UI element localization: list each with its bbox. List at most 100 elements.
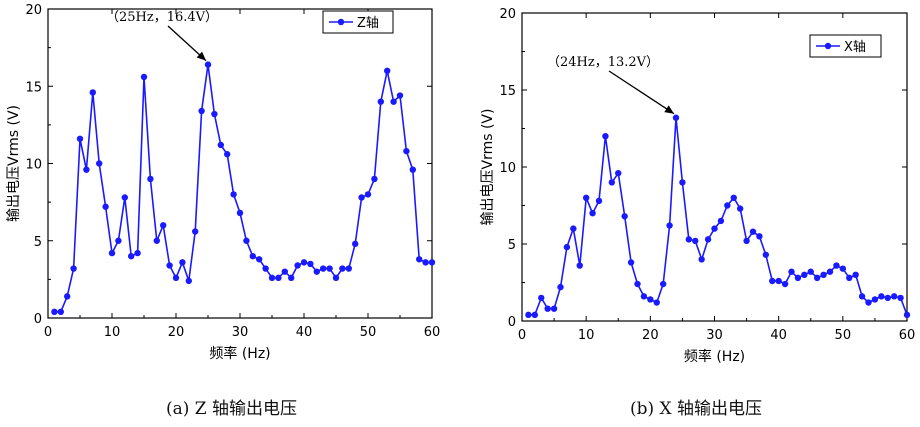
data-point — [256, 256, 263, 263]
annotation-text: （24Hz，13.2V） — [547, 55, 659, 70]
annotation-text: （25Hz，16.4V） — [106, 10, 218, 25]
data-point — [102, 203, 109, 210]
data-point — [51, 308, 58, 316]
data-point — [236, 209, 244, 217]
data-point — [839, 265, 847, 272]
data-point — [884, 294, 891, 302]
data-point — [121, 194, 128, 201]
data-point — [403, 147, 410, 155]
y-tick-label: 0 — [34, 312, 42, 327]
y-axis-label: 输出电压Vrms (V) — [6, 105, 22, 222]
data-point — [634, 280, 641, 288]
chart-x: 0 10 20 30 40 50 60 0 5 10 15 20 频率 (Hz) 输出电压Vrms (V)… — [480, 7, 915, 365]
data-point — [666, 222, 673, 229]
data-point — [140, 73, 148, 81]
data-point — [711, 225, 718, 232]
data-point — [724, 202, 731, 209]
chart-z: 0 10 20 30 40 50 60 0 5 10 15 20 频率 (Hz) 输出电压Vrms (V)… — [6, 3, 440, 362]
x-tick-label: 20 — [642, 328, 659, 343]
legend-marker — [824, 42, 832, 50]
data-point — [570, 225, 577, 232]
y-tick-label: 20 — [25, 3, 42, 18]
data-point — [108, 249, 116, 257]
data-point — [83, 166, 90, 173]
data-point — [685, 236, 693, 243]
data-point — [416, 256, 423, 263]
data-point — [281, 268, 288, 275]
data-point — [871, 296, 879, 303]
data-point — [172, 274, 180, 282]
data-point — [63, 293, 71, 300]
data-point — [544, 305, 551, 312]
y-tick-label: 5 — [508, 238, 516, 253]
legend-box — [322, 10, 394, 34]
data-point — [288, 274, 295, 282]
caption-b: (b) X 轴输出电压 — [630, 399, 763, 419]
data-point — [115, 237, 122, 244]
data-point — [224, 151, 231, 158]
data-point — [275, 274, 282, 282]
data-point — [615, 169, 622, 177]
data-point — [166, 262, 173, 269]
x-tick-label: 10 — [104, 325, 121, 340]
y-tick-label: 10 — [499, 161, 516, 176]
data-point — [204, 61, 212, 68]
data-point — [595, 197, 603, 205]
x-axis-label: 频率 (Hz) — [209, 345, 270, 362]
y-tick-label: 10 — [25, 158, 42, 173]
data-point — [217, 141, 224, 149]
data-point — [736, 205, 744, 212]
data-point — [153, 237, 160, 244]
data-point — [390, 98, 397, 105]
y-tick-label: 5 — [34, 235, 42, 250]
x-tick-label: 0 — [518, 328, 526, 343]
data-point — [820, 271, 827, 278]
caption-a: (a) Z 轴输出电压 — [166, 399, 298, 419]
data-point — [890, 293, 898, 300]
data-point — [313, 268, 320, 275]
data-point — [147, 175, 154, 183]
x-tick-label: 10 — [578, 328, 595, 343]
data-point — [384, 67, 391, 75]
x-axis-label: 频率 (Hz) — [684, 348, 745, 365]
data-point — [826, 268, 834, 275]
data-point — [364, 191, 372, 198]
data-point — [704, 236, 712, 243]
data-point — [781, 280, 789, 288]
data-point — [70, 265, 77, 272]
data-point — [396, 92, 404, 99]
x-tick-label: 20 — [168, 325, 185, 340]
x-tick-label: 50 — [360, 325, 377, 340]
y-tick-label: 15 — [25, 80, 42, 95]
plot-frame — [47, 8, 433, 319]
data-point — [332, 274, 340, 282]
data-point — [268, 274, 276, 282]
data-point — [749, 228, 757, 235]
data-point — [307, 260, 314, 268]
data-point — [743, 237, 750, 245]
data-point — [640, 293, 648, 300]
data-point — [608, 179, 616, 186]
data-point — [377, 98, 384, 105]
y-tick-label: 20 — [499, 7, 516, 22]
data-point — [730, 194, 737, 201]
data-point — [557, 283, 564, 291]
data-point — [813, 274, 821, 282]
data-point — [409, 166, 416, 173]
data-point — [801, 271, 808, 278]
annotation-arrow-head — [196, 51, 206, 61]
data-point — [865, 299, 872, 306]
data-point — [679, 179, 686, 186]
data-point — [717, 217, 725, 225]
data-point — [422, 259, 429, 266]
data-point — [76, 135, 84, 142]
data-point — [858, 293, 866, 300]
data-point — [185, 277, 192, 285]
data-point — [794, 274, 802, 282]
y-axis-label: 输出电压Vrms (V) — [480, 109, 496, 226]
data-point — [756, 233, 763, 240]
data-point — [525, 311, 532, 319]
data-point — [672, 114, 680, 121]
data-point — [134, 249, 141, 257]
data-point — [371, 175, 378, 183]
